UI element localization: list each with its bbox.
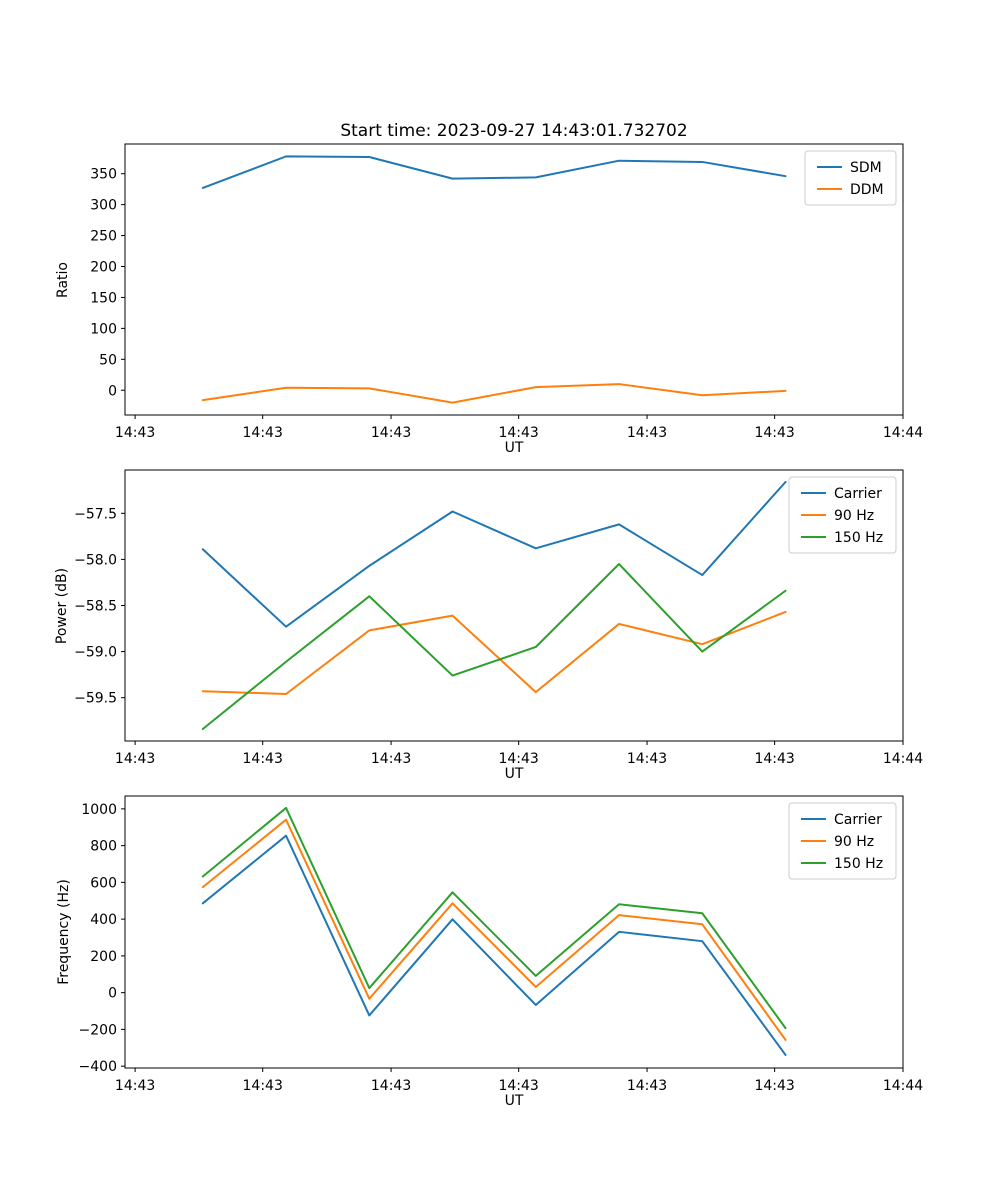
legend-label: Carrier <box>834 812 882 828</box>
y-tick-label: 350 <box>90 167 117 183</box>
power-x-axis-label: UT <box>504 766 524 782</box>
x-tick-label: 14:43 <box>115 1078 155 1094</box>
y-tick-label: 800 <box>90 839 117 855</box>
x-tick-label: 14:43 <box>243 425 283 441</box>
y-tick-label: 600 <box>90 875 117 891</box>
series-line-carrier <box>201 480 787 628</box>
frequency-x-axis-label: UT <box>504 1093 524 1109</box>
power-y-axis-label: Power (dB) <box>54 567 70 645</box>
legend-label: 90 Hz <box>834 508 874 524</box>
legend-label: SDM <box>850 160 882 176</box>
legend-box <box>788 476 897 554</box>
y-tick-label: −58.0 <box>74 552 117 568</box>
y-tick-label: 0 <box>108 986 117 1002</box>
x-tick-label: 14:43 <box>498 1078 538 1094</box>
series-line-90-hz <box>201 610 787 695</box>
y-tick-label: 200 <box>90 260 117 276</box>
legend-label: DDM <box>850 182 884 198</box>
y-tick-label: 100 <box>90 321 117 337</box>
x-tick-label: 14:44 <box>883 1078 923 1094</box>
series-line-150-hz <box>201 806 787 1030</box>
axes-frame <box>124 143 904 416</box>
legend-box <box>788 802 897 880</box>
legend-label: 90 Hz <box>834 834 874 850</box>
y-tick-label: 400 <box>90 912 117 928</box>
legend-label: 150 Hz <box>834 856 883 872</box>
x-tick-label: 14:44 <box>883 425 923 441</box>
y-tick-label: 200 <box>90 949 117 965</box>
x-tick-label: 14:43 <box>754 1078 794 1094</box>
ratio-x-axis-label: UT <box>504 440 524 456</box>
x-tick-label: 14:43 <box>498 425 538 441</box>
y-tick-label: −58.5 <box>74 599 117 615</box>
y-tick-label: 250 <box>90 229 117 245</box>
axes-frame <box>124 795 904 1069</box>
x-tick-label: 14:43 <box>243 1078 283 1094</box>
legend-box <box>804 150 897 206</box>
x-tick-label: 14:43 <box>115 751 155 767</box>
x-tick-label: 14:43 <box>627 751 667 767</box>
x-tick-label: 14:43 <box>498 751 538 767</box>
y-tick-label: −400 <box>79 1059 117 1075</box>
y-tick-label: 1000 <box>81 802 117 818</box>
series-line-carrier <box>201 834 787 1056</box>
x-tick-label: 14:43 <box>627 1078 667 1094</box>
x-tick-label: 14:43 <box>754 425 794 441</box>
legend-label: 150 Hz <box>834 530 883 546</box>
series-line-ddm <box>201 383 787 404</box>
y-tick-label: 150 <box>90 290 117 306</box>
frequency-y-axis-label: Frequency (Hz) <box>56 879 72 985</box>
y-tick-label: 300 <box>90 198 117 214</box>
x-tick-label: 14:43 <box>754 751 794 767</box>
figure-title: Start time: 2023-09-27 14:43:01.732702 <box>340 121 688 141</box>
y-tick-label: −200 <box>79 1022 117 1038</box>
y-tick-label: −59.0 <box>74 645 117 661</box>
x-tick-label: 14:43 <box>371 1078 411 1094</box>
y-tick-label: 0 <box>108 383 117 399</box>
legend-label: Carrier <box>834 486 882 502</box>
series-line-sdm <box>201 155 787 189</box>
series-line-90-hz <box>201 818 787 1041</box>
y-tick-label: 50 <box>99 352 117 368</box>
y-tick-label: −59.5 <box>74 691 117 707</box>
series-line-150-hz <box>201 563 787 731</box>
x-tick-label: 14:43 <box>371 751 411 767</box>
ratio-y-axis-label: Ratio <box>55 262 71 298</box>
x-tick-label: 14:44 <box>883 751 923 767</box>
x-tick-label: 14:43 <box>115 425 155 441</box>
x-tick-label: 14:43 <box>371 425 411 441</box>
y-tick-label: −57.5 <box>74 506 117 522</box>
x-tick-label: 14:43 <box>627 425 667 441</box>
x-tick-label: 14:43 <box>243 751 283 767</box>
